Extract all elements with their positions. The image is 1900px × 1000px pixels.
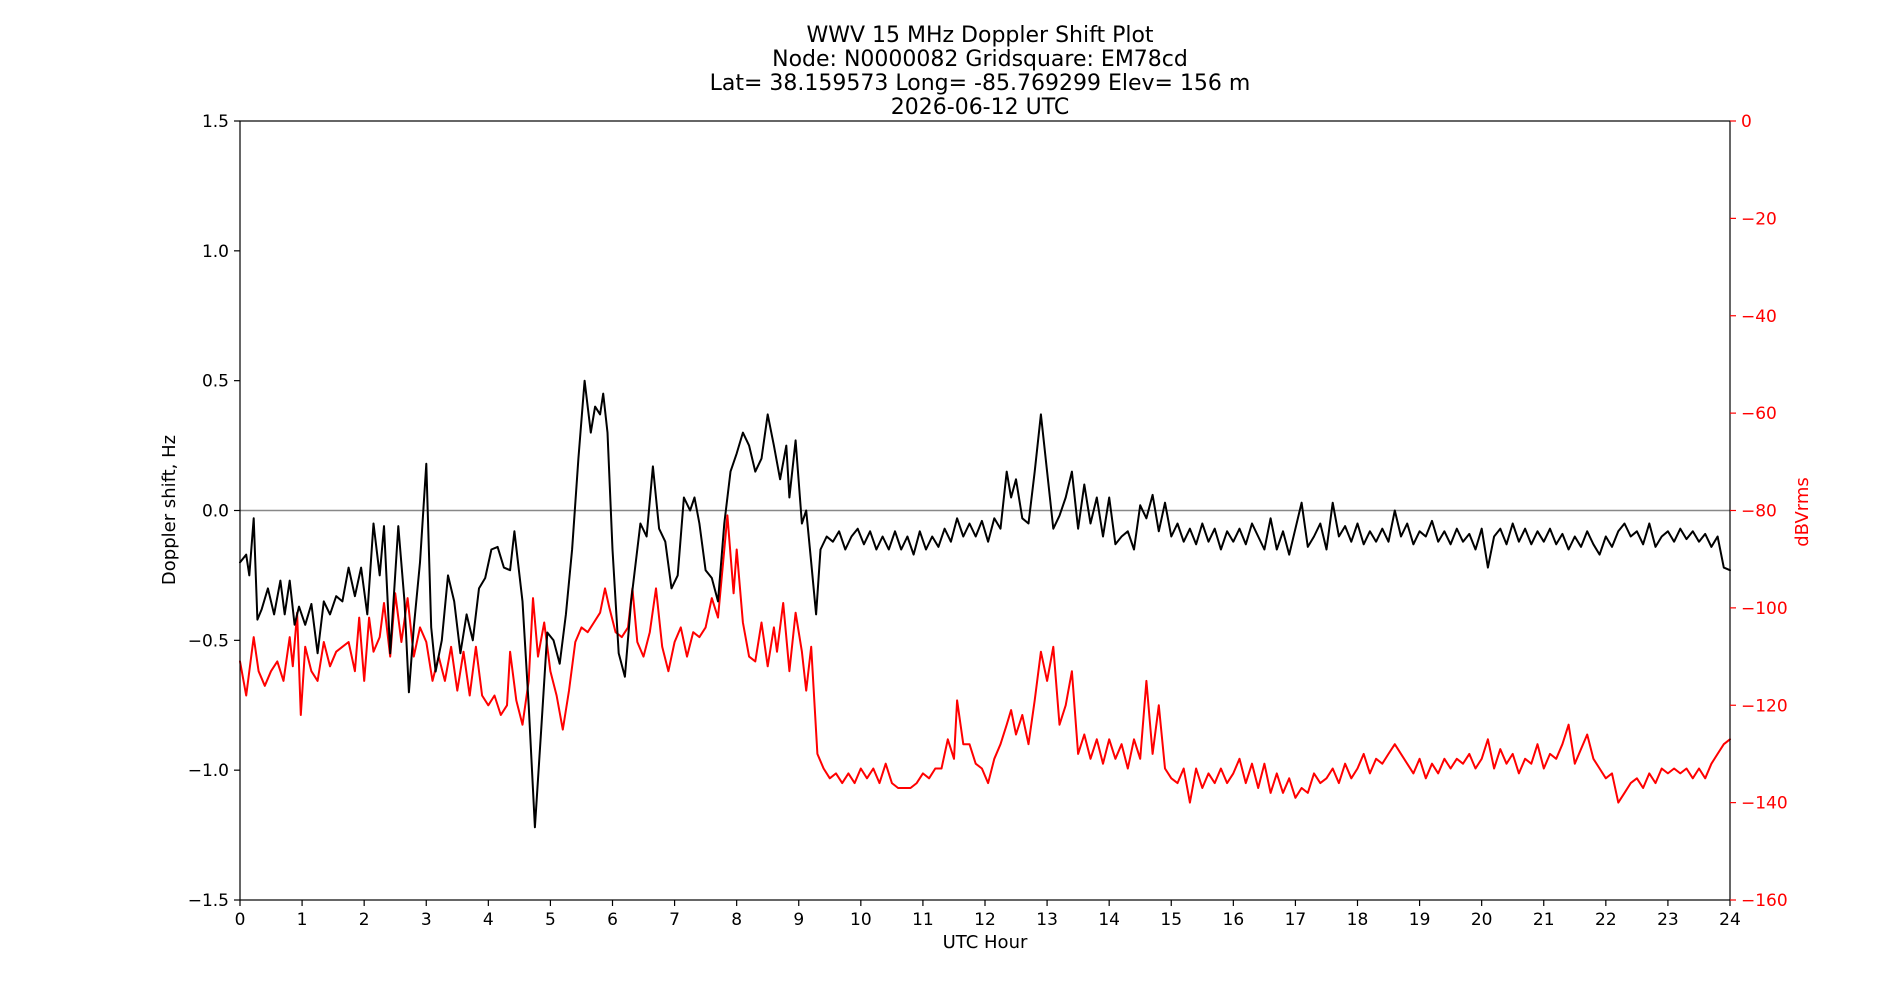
x-tick-label: 16 [1223,910,1245,930]
x-tick-label: 2 [359,910,370,930]
x-tick-label: 4 [483,910,494,930]
x-tick-label: 17 [1285,910,1307,930]
y-right-tick-label: −60 [1741,404,1777,424]
series-line-dbvrms [239,514,1731,804]
chart-title-line-1: WWV 15 MHz Doppler Shift Plot [806,23,1153,48]
x-tick-label: 18 [1347,910,1369,930]
y-axis-right-label: dBVrms [1792,477,1813,547]
y-axis-left-ticks: −1.5 −1.0 −0.5 0.0 0.5 1.0 1.5 [188,112,240,911]
y-right-tick-label: −120 [1741,696,1788,716]
y-right-tick-label: −140 [1741,794,1788,814]
x-tick-label: 23 [1657,910,1679,930]
y-left-tick-label: 1.5 [202,112,229,132]
y-left-tick-label: 0.5 [202,372,229,392]
x-tick-label: 8 [731,910,742,930]
y-left-tick-label: −1.5 [188,891,229,911]
x-tick-label: 10 [850,910,872,930]
x-tick-label: 13 [1036,910,1058,930]
chart-title-line-4: 2026-06-12 UTC [891,95,1069,120]
x-tick-label: 24 [1719,910,1741,930]
y-left-tick-label: 1.0 [202,242,229,262]
y-right-tick-label: 0 [1741,112,1752,132]
x-tick-label: 12 [974,910,996,930]
x-tick-label: 22 [1595,910,1617,930]
x-tick-label: 0 [235,910,246,930]
x-tick-label: 1 [297,910,308,930]
y-axis-right-ticks: 0 −20 −40 −60 −80 −100 −120 −140 −160 [1730,112,1788,911]
y-left-tick-label: 0.0 [202,502,229,522]
y-right-tick-label: −20 [1741,209,1777,229]
x-tick-label: 9 [793,910,804,930]
x-tick-label: 20 [1471,910,1493,930]
y-right-tick-label: −100 [1741,599,1788,619]
x-tick-label: 15 [1160,910,1182,930]
y-right-tick-label: −160 [1741,891,1788,911]
x-tick-label: 21 [1533,910,1555,930]
x-tick-label: 7 [669,910,680,930]
chart-title-line-3: Lat= 38.159573 Long= -85.769299 Elev= 15… [710,71,1251,96]
plot-marks [239,379,1731,829]
y-right-tick-label: −80 [1741,502,1777,522]
x-tick-label: 3 [421,910,432,930]
x-tick-label: 6 [607,910,618,930]
x-tick-label: 19 [1409,910,1431,930]
series-line-doppler [239,379,1731,829]
chart-title-line-2: Node: N0000082 Gridsquare: EM78cd [772,47,1188,72]
x-axis-label: UTC Hour [943,932,1028,953]
x-tick-label: 11 [912,910,934,930]
y-left-tick-label: −1.0 [188,761,229,781]
y-left-tick-label: −0.5 [188,631,229,651]
x-tick-label: 5 [545,910,556,930]
y-axis-left-label: Doppler shift, Hz [159,435,180,585]
x-axis-ticks: 0 1 2 3 4 5 6 7 8 9 10 11 12 13 14 15 16 17 18 19 20 21 22 23 24 [235,900,1741,930]
y-right-tick-label: −40 [1741,307,1777,327]
x-tick-label: 14 [1098,910,1120,930]
